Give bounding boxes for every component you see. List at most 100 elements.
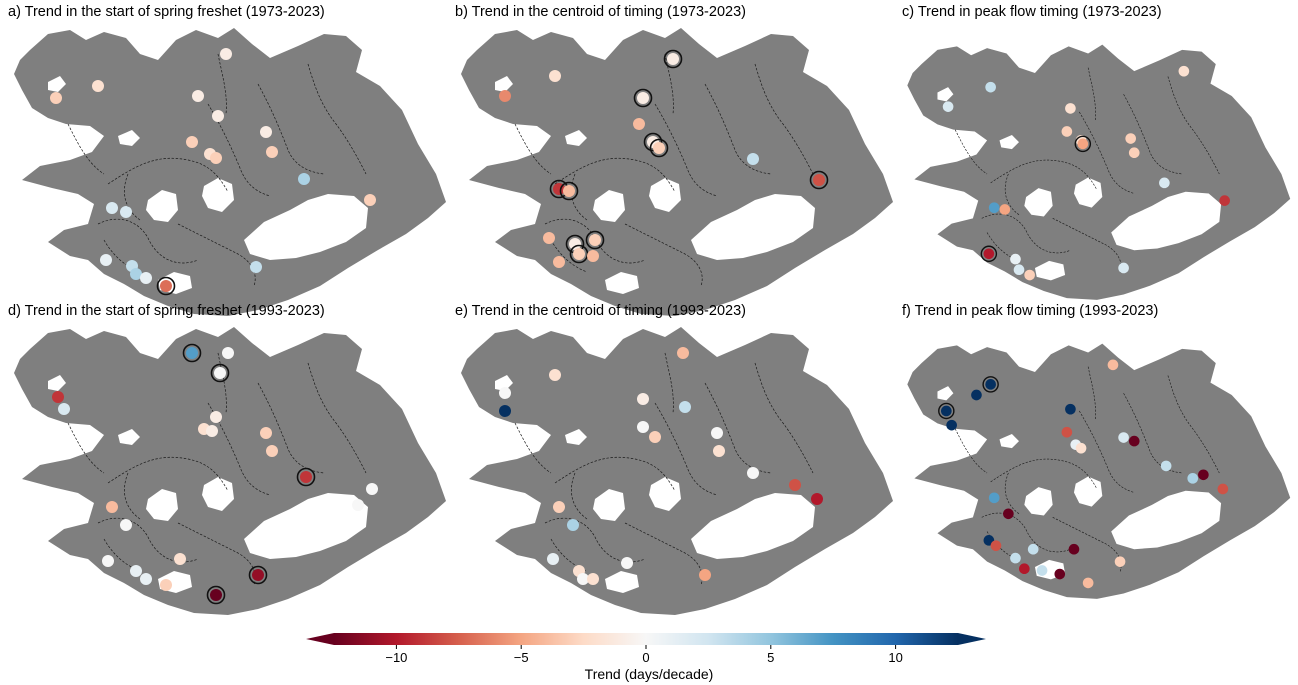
station-dot bbox=[100, 254, 112, 266]
significance-ring bbox=[296, 467, 316, 487]
station-dot bbox=[1019, 563, 1030, 575]
station-dot bbox=[649, 431, 661, 443]
station-marker bbox=[549, 70, 561, 82]
iceland-landmass bbox=[14, 327, 446, 615]
station-dot bbox=[260, 126, 272, 138]
colorbar-ticks: −10 −5 0 5 10 bbox=[385, 645, 903, 665]
colorbar-extend-min bbox=[306, 633, 334, 645]
station-marker bbox=[220, 48, 232, 60]
station-dot bbox=[52, 391, 64, 403]
station-marker bbox=[1036, 565, 1048, 576]
significance-ring bbox=[210, 363, 230, 383]
station-marker bbox=[637, 421, 649, 433]
station-dot bbox=[1160, 460, 1172, 472]
station-marker bbox=[982, 376, 999, 393]
station-dot bbox=[1198, 469, 1209, 481]
significance-ring bbox=[206, 585, 226, 605]
station-dot bbox=[637, 92, 649, 104]
station-dot bbox=[364, 194, 376, 206]
colorbar: −10 −5 0 5 10 bbox=[306, 633, 986, 665]
station-dot bbox=[220, 48, 232, 60]
station-dot bbox=[713, 445, 725, 457]
station-dot bbox=[988, 492, 1000, 504]
station-dot bbox=[813, 174, 825, 186]
map-d bbox=[14, 327, 446, 615]
station-marker bbox=[52, 391, 64, 403]
station-dot bbox=[130, 565, 142, 577]
station-marker bbox=[1074, 135, 1092, 153]
station-dot bbox=[1036, 565, 1048, 576]
station-marker bbox=[298, 173, 310, 185]
station-marker bbox=[1019, 563, 1030, 575]
panel-title-c: c) Trend in peak flow timing (1973-2023) bbox=[902, 4, 1162, 20]
station-marker bbox=[174, 553, 186, 565]
station-marker bbox=[206, 585, 226, 605]
station-marker bbox=[1125, 133, 1136, 144]
station-marker bbox=[102, 555, 114, 567]
station-dot bbox=[569, 238, 581, 250]
station-dot bbox=[711, 427, 723, 439]
station-dot bbox=[186, 347, 198, 359]
station-marker bbox=[1065, 403, 1076, 415]
station-marker bbox=[1118, 262, 1129, 274]
station-dot bbox=[300, 471, 312, 483]
station-marker bbox=[1118, 432, 1129, 443]
station-dot bbox=[1159, 177, 1170, 189]
station-marker bbox=[633, 118, 645, 130]
station-marker bbox=[1013, 264, 1025, 276]
colorbar-tick-label: 0 bbox=[642, 650, 649, 665]
station-marker bbox=[1159, 177, 1170, 189]
panel-c: c) Trend in peak flow timing (1973-2023) bbox=[902, 4, 1298, 304]
panel-title-f: f) Trend in peak flow timing (1993-2023) bbox=[902, 303, 1159, 319]
iceland-landmass bbox=[461, 327, 893, 615]
station-dot bbox=[1003, 508, 1014, 520]
station-dot bbox=[667, 53, 679, 65]
station-marker bbox=[1024, 269, 1035, 281]
station-dot bbox=[1219, 195, 1230, 206]
station-dot bbox=[214, 367, 226, 379]
station-marker bbox=[182, 343, 202, 363]
station-marker bbox=[1128, 435, 1140, 447]
station-dot bbox=[1217, 483, 1229, 495]
station-marker bbox=[140, 573, 152, 585]
station-dot bbox=[747, 153, 759, 165]
station-marker bbox=[1054, 568, 1066, 580]
station-marker bbox=[499, 387, 511, 399]
station-dot bbox=[266, 146, 278, 158]
station-dot bbox=[206, 425, 218, 437]
station-dot bbox=[677, 347, 689, 359]
station-marker bbox=[1075, 442, 1087, 454]
station-marker bbox=[210, 411, 222, 423]
station-marker bbox=[160, 579, 172, 591]
station-marker bbox=[50, 92, 62, 104]
station-dot bbox=[553, 501, 565, 513]
station-marker bbox=[1187, 473, 1199, 484]
station-marker bbox=[58, 403, 70, 415]
station-dot bbox=[160, 579, 172, 591]
station-dot bbox=[1118, 262, 1129, 274]
station-marker bbox=[120, 206, 132, 218]
station-marker bbox=[106, 501, 118, 513]
station-marker bbox=[1010, 552, 1021, 564]
station-dot bbox=[120, 519, 132, 531]
station-marker bbox=[1217, 483, 1229, 495]
station-dot bbox=[637, 393, 649, 405]
station-marker bbox=[663, 49, 683, 69]
station-dot bbox=[210, 589, 222, 601]
station-marker bbox=[100, 254, 112, 266]
panel-title-e: e) Trend in the centroid of timing (1993… bbox=[455, 303, 746, 319]
station-dot bbox=[186, 136, 198, 148]
station-marker bbox=[1010, 253, 1021, 265]
station-marker bbox=[1065, 103, 1076, 114]
map-e bbox=[461, 327, 893, 615]
station-marker bbox=[266, 445, 278, 457]
station-marker bbox=[1003, 508, 1014, 520]
station-marker bbox=[1160, 460, 1172, 472]
station-dot bbox=[985, 81, 996, 93]
station-marker bbox=[499, 405, 511, 417]
station-marker bbox=[971, 389, 982, 401]
station-dot bbox=[553, 256, 565, 268]
station-marker bbox=[366, 483, 378, 495]
station-dot bbox=[563, 185, 575, 197]
station-dot bbox=[1178, 65, 1190, 77]
